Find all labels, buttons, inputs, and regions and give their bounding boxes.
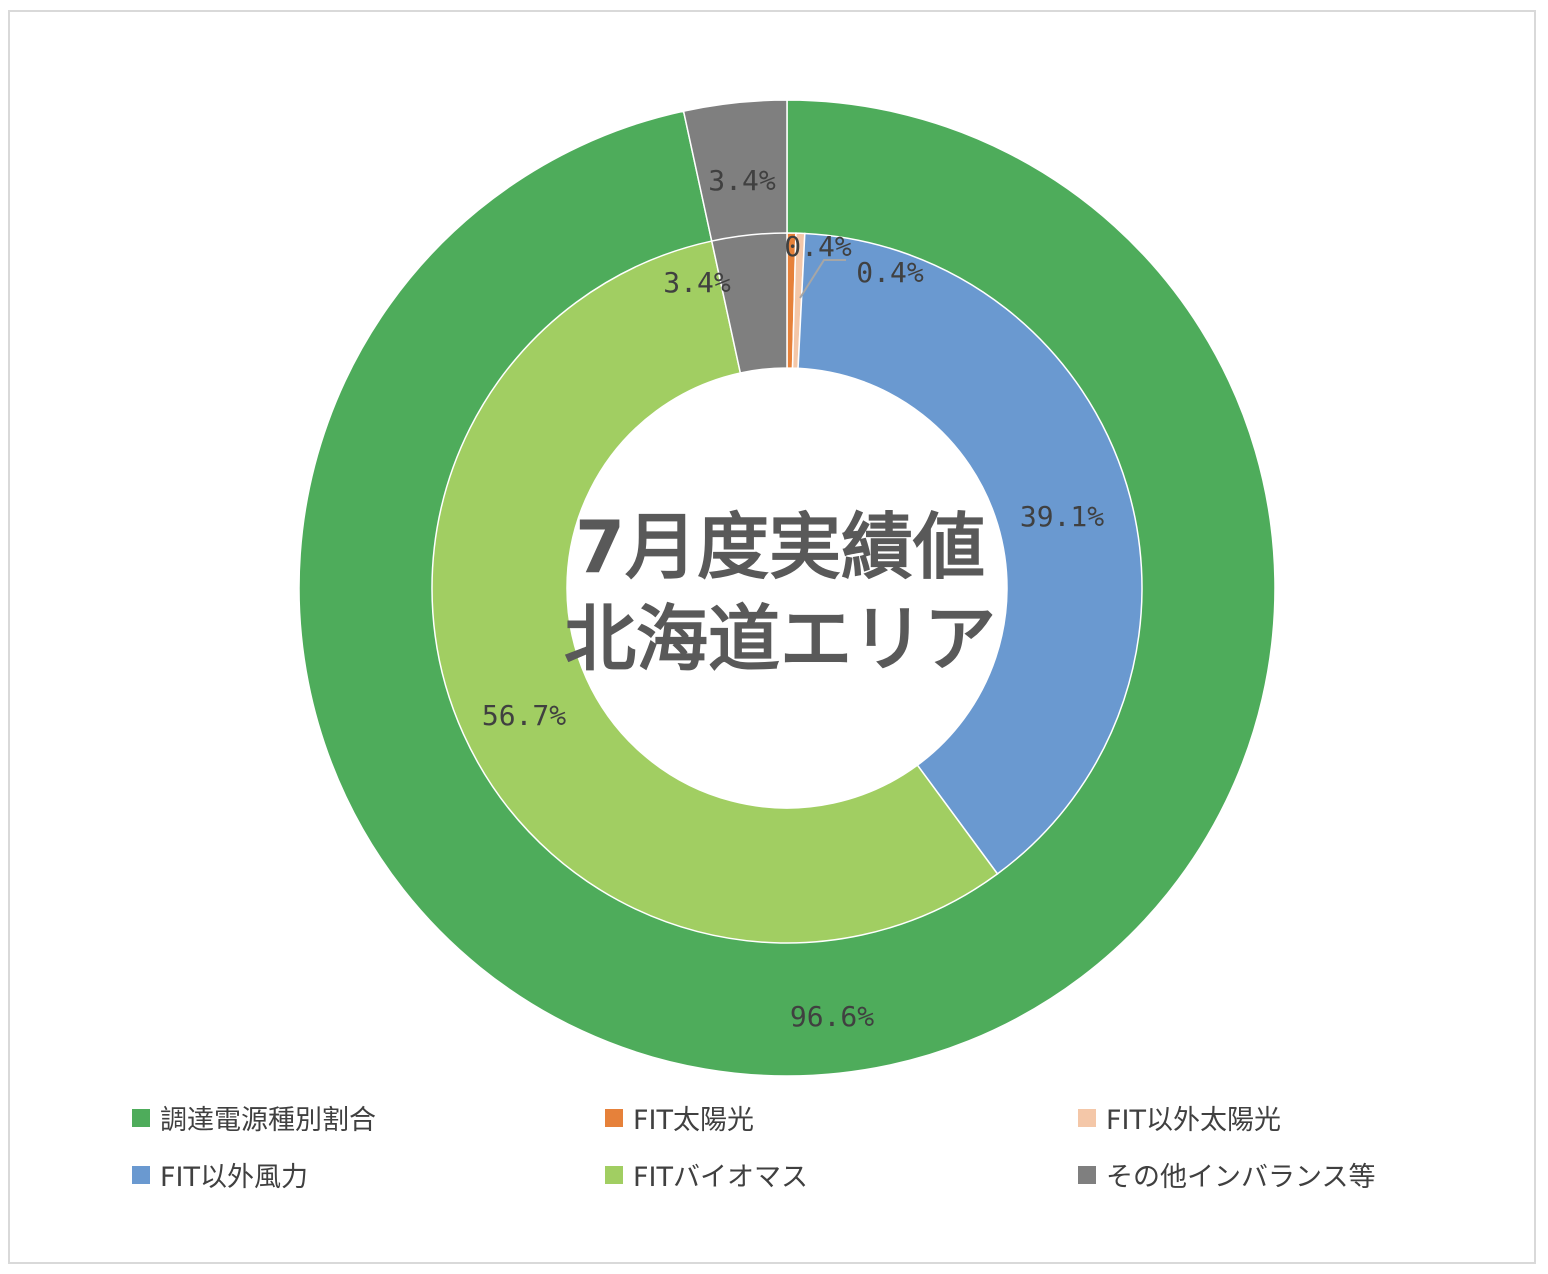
legend-label: FIT以外風力 <box>160 1162 308 1193</box>
legend-swatch <box>132 1108 150 1127</box>
legend-item-non-fit-solar: FIT以外太陽光 <box>1078 1098 1472 1137</box>
data-label-outer-0: 96.6% <box>790 1000 874 1033</box>
legend-item-procurement: 調達電源種別割合 <box>132 1098 605 1137</box>
legend-swatch <box>132 1165 150 1184</box>
inner-ring <box>431 232 1143 944</box>
data-label-inner-4: 3.4% <box>663 266 731 299</box>
legend-item-non-fit-wind: FIT以外風力 <box>132 1155 605 1194</box>
legend: 調達電源種別割合 FIT太陽光 FIT以外太陽光 FIT以外風力 FITバイオマ… <box>132 1098 1472 1194</box>
leader-lines <box>799 259 846 299</box>
data-label-outer-1: 3.4% <box>708 164 776 197</box>
legend-label: FIT太陽光 <box>633 1105 754 1136</box>
legend-swatch <box>1078 1165 1096 1184</box>
legend-label: FIT以外太陽光 <box>1106 1105 1281 1136</box>
data-label-inner-3: 56.7% <box>482 699 566 732</box>
legend-swatch <box>605 1108 623 1127</box>
data-label-inner-0: 0.4% <box>784 230 852 263</box>
inner-slice-3 <box>431 240 999 944</box>
legend-item-fit-solar: FIT太陽光 <box>605 1098 1078 1137</box>
data-label-inner-1: 0.4% <box>856 256 924 289</box>
legend-label: その他インバランス等 <box>1106 1162 1376 1193</box>
legend-label: 調達電源種別割合 <box>160 1105 376 1136</box>
center-title-line-2: 北海道エリア <box>564 597 996 681</box>
center-title-line-1: 7月度実績値 <box>575 505 985 589</box>
legend-label: FITバイオマス <box>633 1162 808 1193</box>
data-labels: 96.6%3.4%0.4%0.4%39.1%56.7%3.4% <box>482 164 1104 1033</box>
data-label-inner-2: 39.1% <box>1020 500 1104 533</box>
legend-item-fit-biomass: FITバイオマス <box>605 1155 1078 1194</box>
leader-line-inner-1 <box>799 259 846 299</box>
inner-slice-2 <box>797 232 1143 875</box>
inner-slice-4 <box>710 232 788 374</box>
legend-swatch <box>605 1165 623 1184</box>
legend-swatch <box>1078 1108 1096 1127</box>
legend-item-other-imbalance: その他インバランス等 <box>1078 1155 1472 1194</box>
